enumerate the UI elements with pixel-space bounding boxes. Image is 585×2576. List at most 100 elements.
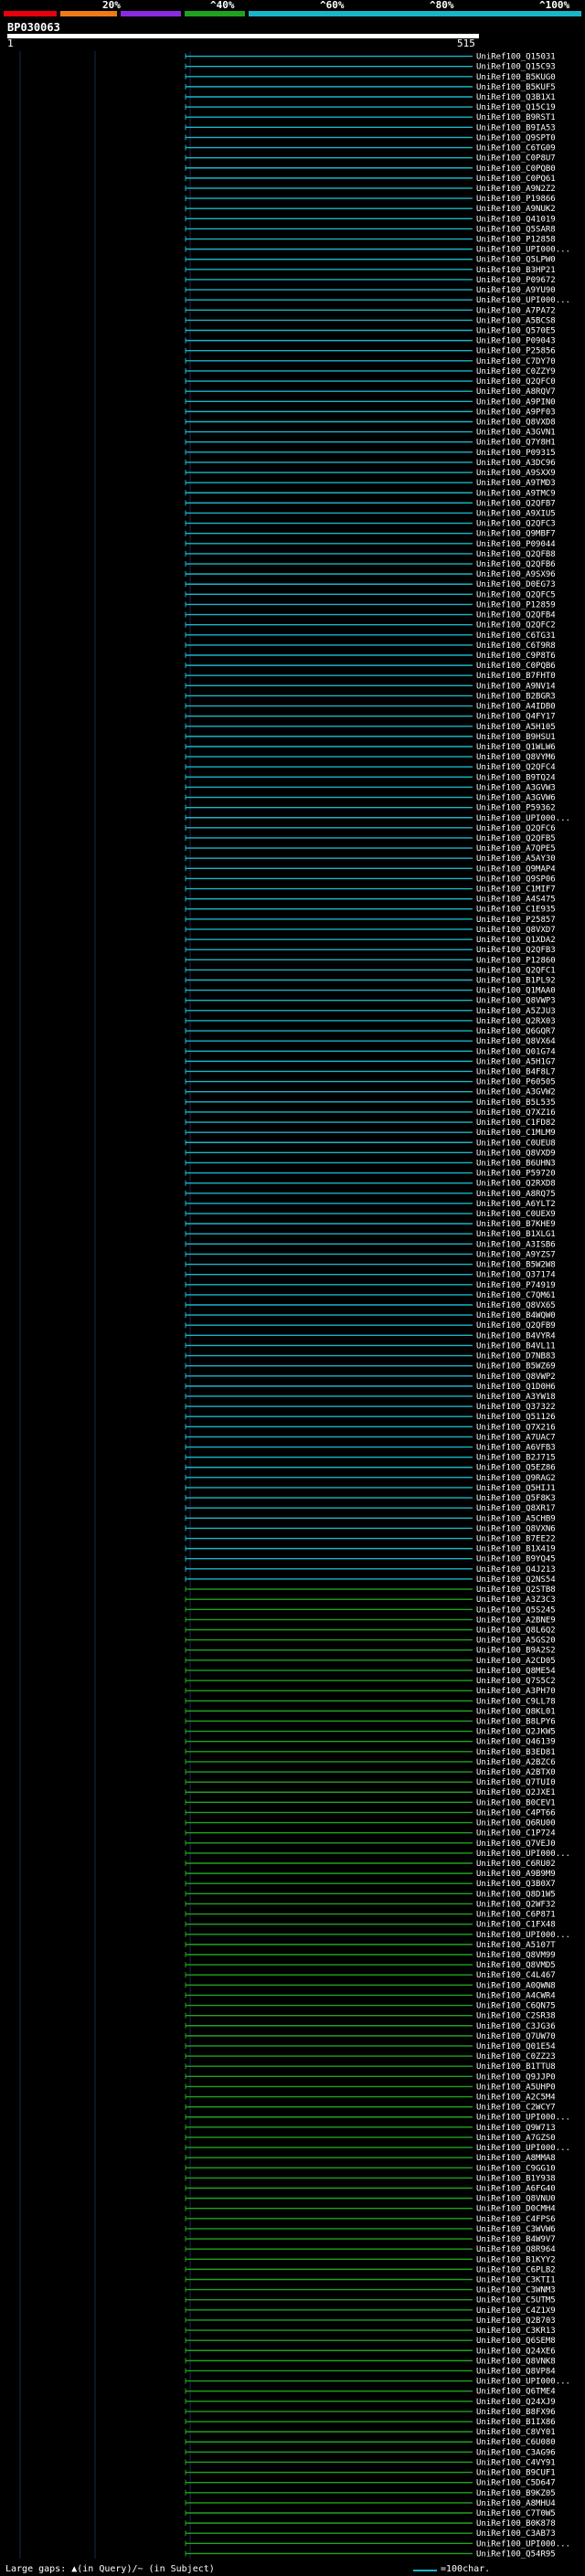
- hit-label[interactable]: UniRef100_A4CWR4: [476, 1991, 556, 2000]
- hit-label[interactable]: UniRef100_A2CD05: [476, 1657, 556, 1666]
- hit-label[interactable]: UniRef100_C9LL78: [476, 1697, 556, 1706]
- hit-label[interactable]: UniRef100_B1X419: [476, 1545, 556, 1554]
- hit-label[interactable]: UniRef100_Q2QFC1: [476, 966, 556, 975]
- hit-label[interactable]: UniRef100_C6TG31: [476, 631, 556, 641]
- hit-label[interactable]: UniRef100_Q5F8K3: [476, 1494, 556, 1503]
- hit-label[interactable]: UniRef100_Q3B1X1: [476, 93, 556, 102]
- hit-label[interactable]: UniRef100_C0UEX9: [476, 1210, 556, 1219]
- hit-label[interactable]: UniRef100_UPI000...: [476, 1850, 570, 1859]
- hit-label[interactable]: UniRef100_C7QM61: [476, 1291, 556, 1300]
- hit-label[interactable]: UniRef100_C0ZZY9: [476, 367, 556, 376]
- hit-label[interactable]: UniRef100_A3ISB6: [476, 1240, 556, 1249]
- hit-label[interactable]: UniRef100_B8FX96: [476, 2408, 556, 2417]
- hit-label[interactable]: UniRef100_Q7X216: [476, 1423, 556, 1432]
- hit-label[interactable]: UniRef100_Q15C93: [476, 63, 556, 72]
- hit-label[interactable]: UniRef100_B6UHN3: [476, 1159, 556, 1168]
- hit-label[interactable]: UniRef100_B7FHT0: [476, 672, 556, 681]
- hit-label[interactable]: UniRef100_D0EG73: [476, 580, 556, 589]
- hit-label[interactable]: UniRef100_A9PIN0: [476, 398, 556, 407]
- hit-label[interactable]: UniRef100_B9A2S2: [476, 1647, 556, 1656]
- hit-label[interactable]: UniRef100_A4IDB0: [476, 703, 556, 712]
- hit-label[interactable]: UniRef100_UPI000...: [476, 1931, 570, 1940]
- hit-label[interactable]: UniRef100_Q2B703: [476, 2316, 556, 2326]
- hit-label[interactable]: UniRef100_Q8VX65: [476, 1301, 556, 1310]
- hit-label[interactable]: UniRef100_Q7S5C2: [476, 1677, 556, 1686]
- hit-label[interactable]: UniRef100_A5BCS8: [476, 316, 556, 325]
- hit-label[interactable]: UniRef100_Q9SPT0: [476, 133, 556, 143]
- hit-label[interactable]: UniRef100_A9NV14: [476, 682, 556, 691]
- hit-label[interactable]: UniRef100_Q7XZ16: [476, 1108, 556, 1118]
- hit-label[interactable]: UniRef100_C3AG96: [476, 2448, 556, 2457]
- hit-label[interactable]: UniRef100_Q2QFB7: [476, 499, 556, 508]
- hit-label[interactable]: UniRef100_B2BGR3: [476, 692, 556, 701]
- hit-label[interactable]: UniRef100_Q8VXD9: [476, 1149, 556, 1158]
- hit-label[interactable]: UniRef100_C0PQ61: [476, 175, 556, 184]
- hit-label[interactable]: UniRef100_P59362: [476, 804, 556, 813]
- hit-label[interactable]: UniRef100_A5ZJU3: [476, 1007, 556, 1016]
- hit-label[interactable]: UniRef100_Q54R95: [476, 2549, 556, 2559]
- hit-label[interactable]: UniRef100_C2WCY7: [476, 2104, 556, 2113]
- hit-label[interactable]: UniRef100_A2BZC6: [476, 1758, 556, 1767]
- hit-label[interactable]: UniRef100_B9TQ24: [476, 773, 556, 782]
- hit-label[interactable]: UniRef100_Q8VWP2: [476, 1373, 556, 1382]
- hit-label[interactable]: UniRef100_P09043: [476, 337, 556, 346]
- hit-label[interactable]: UniRef100_Q15031: [476, 53, 556, 62]
- hit-label[interactable]: UniRef100_Q7UW70: [476, 2032, 556, 2041]
- hit-label[interactable]: UniRef100_B3HP21: [476, 266, 556, 275]
- hit-label[interactable]: UniRef100_C6T9R8: [476, 641, 556, 651]
- hit-label[interactable]: UniRef100_P25856: [476, 347, 556, 356]
- hit-label[interactable]: UniRef100_A2BTX0: [476, 1768, 556, 1777]
- hit-label[interactable]: UniRef100_A7UAC7: [476, 1433, 556, 1442]
- hit-label[interactable]: UniRef100_C3JG36: [476, 2022, 556, 2031]
- hit-label[interactable]: UniRef100_B1TTU8: [476, 2062, 556, 2072]
- hit-label[interactable]: UniRef100_Q8VYM6: [476, 753, 556, 762]
- hit-label[interactable]: UniRef100_A3Z3C3: [476, 1595, 556, 1605]
- hit-label[interactable]: UniRef100_C4Z1X9: [476, 2306, 556, 2316]
- hit-label[interactable]: UniRef100_P12860: [476, 956, 556, 965]
- hit-label[interactable]: UniRef100_UPI000...: [476, 246, 570, 255]
- hit-label[interactable]: UniRef100_Q7VEJ0: [476, 1839, 556, 1849]
- hit-label[interactable]: UniRef100_C9P8T6: [476, 652, 556, 661]
- hit-label[interactable]: UniRef100_B7EE22: [476, 1535, 556, 1544]
- hit-label[interactable]: UniRef100_Q9MBF7: [476, 530, 556, 539]
- hit-label[interactable]: UniRef100_Q37174: [476, 1271, 556, 1280]
- hit-label[interactable]: UniRef100_B1PL92: [476, 977, 556, 986]
- hit-label[interactable]: UniRef100_Q2RXD8: [476, 1180, 556, 1189]
- hit-label[interactable]: UniRef100_B1KYY2: [476, 2255, 556, 2264]
- hit-label[interactable]: UniRef100_B2J715: [476, 1454, 556, 1463]
- hit-label[interactable]: UniRef100_C7DY70: [476, 357, 556, 366]
- hit-label[interactable]: UniRef100_B9IA53: [476, 123, 556, 133]
- hit-label[interactable]: UniRef100_Q8VX64: [476, 1037, 556, 1046]
- hit-label[interactable]: UniRef100_A3GVW6: [476, 794, 556, 803]
- hit-label[interactable]: UniRef100_Q8L6Q2: [476, 1626, 556, 1635]
- hit-label[interactable]: UniRef100_C3AB73: [476, 2529, 556, 2539]
- hit-label[interactable]: UniRef100_Q4J213: [476, 1565, 556, 1574]
- hit-label[interactable]: UniRef100_B4F8L7: [476, 1067, 556, 1076]
- hit-label[interactable]: UniRef100_Q01G74: [476, 1047, 556, 1056]
- hit-label[interactable]: UniRef100_Q1XDA2: [476, 936, 556, 945]
- hit-label[interactable]: UniRef100_A9SXX9: [476, 469, 556, 478]
- hit-label[interactable]: UniRef100_B5W2W8: [476, 1261, 556, 1270]
- hit-label[interactable]: UniRef100_B1IX86: [476, 2418, 556, 2427]
- hit-label[interactable]: UniRef100_A5H105: [476, 723, 556, 732]
- hit-label[interactable]: UniRef100_Q2QFB6: [476, 560, 556, 569]
- hit-label[interactable]: UniRef100_C4VY91: [476, 2458, 556, 2467]
- hit-label[interactable]: UniRef100_Q8KL01: [476, 1707, 556, 1716]
- hit-label[interactable]: UniRef100_Q4FY17: [476, 713, 556, 722]
- hit-label[interactable]: UniRef100_Q8VP84: [476, 2367, 556, 2376]
- hit-label[interactable]: UniRef100_Q8VMD5: [476, 1961, 556, 1970]
- hit-label[interactable]: UniRef100_UPI000...: [476, 2539, 570, 2549]
- hit-label[interactable]: UniRef100_Q2STB8: [476, 1585, 556, 1595]
- hit-label[interactable]: UniRef100_Q5SAR8: [476, 225, 556, 234]
- hit-label[interactable]: UniRef100_Q2QFC6: [476, 824, 556, 833]
- hit-label[interactable]: UniRef100_P19866: [476, 195, 556, 204]
- hit-label[interactable]: UniRef100_A8MHU4: [476, 2499, 556, 2508]
- hit-label[interactable]: UniRef100_C6PLB2: [476, 2265, 556, 2274]
- hit-label[interactable]: UniRef100_A3GVN1: [476, 429, 556, 438]
- hit-label[interactable]: UniRef100_A9N2Z2: [476, 185, 556, 194]
- hit-label[interactable]: UniRef100_C7T0W5: [476, 2509, 556, 2518]
- hit-label[interactable]: UniRef100_C1FX48: [476, 1921, 556, 1930]
- hit-label[interactable]: UniRef100_B9YQ45: [476, 1555, 556, 1564]
- hit-label[interactable]: UniRef100_Q46139: [476, 1738, 556, 1747]
- hit-label[interactable]: UniRef100_A9NUK2: [476, 205, 556, 214]
